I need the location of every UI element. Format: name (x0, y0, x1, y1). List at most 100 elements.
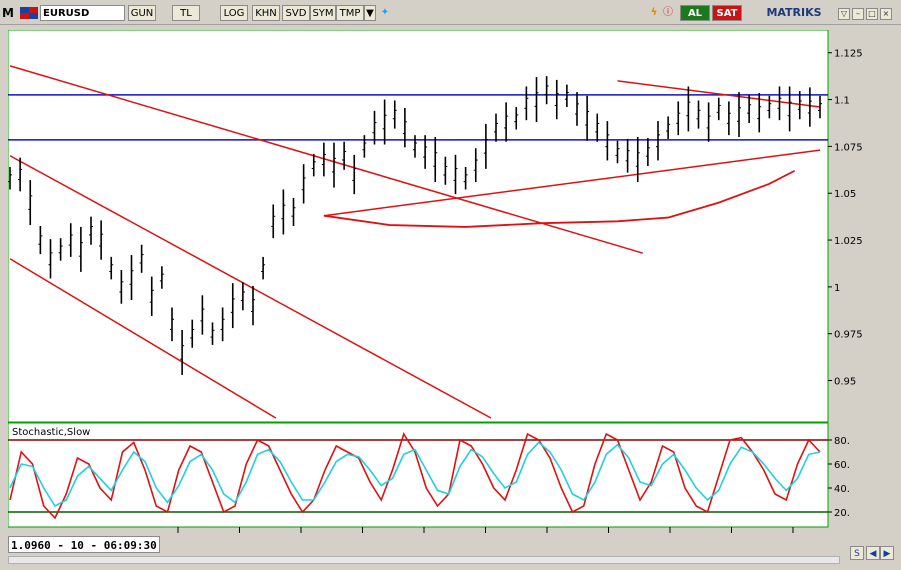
price-y-tick-label: 0.975 (834, 330, 863, 341)
price-y-tick-label: 1.075 (834, 142, 863, 153)
price-bar (372, 110, 377, 145)
price-bar (554, 79, 559, 120)
price-bar (595, 113, 600, 142)
price-bar (656, 121, 660, 161)
stoch-y-tick-label: 80. (834, 436, 850, 447)
price-bar (443, 156, 448, 185)
moving-average-line (323, 169, 796, 228)
price-bar (332, 142, 336, 188)
price-y-tick-label: 1.025 (834, 236, 863, 247)
price-bar (777, 86, 782, 121)
stoch-k-line (9, 432, 821, 520)
lightning-icon[interactable]: ϟ (650, 7, 658, 18)
price-bar (99, 220, 104, 260)
stoch-y-tick-label: 40. (834, 484, 850, 495)
trend-line-1 (9, 155, 492, 419)
price-bar (240, 282, 245, 311)
price-bar (726, 101, 731, 136)
price-bar (119, 270, 124, 304)
refresh-icon[interactable]: S (850, 546, 864, 560)
price-bar (494, 113, 498, 142)
buy-button[interactable]: AL (680, 5, 710, 21)
price-bar (706, 102, 711, 142)
price-bar (585, 95, 590, 141)
info-icon[interactable]: ⓘ (663, 7, 673, 18)
price-bar (251, 285, 255, 326)
log-button[interactable]: LOG (220, 5, 248, 21)
chart-area[interactable]: 1.1251.11.0751.051.02510.9750.9509/2210/… (7, 29, 890, 553)
eu-flag-icon (20, 7, 38, 19)
toolbar: M EURUSD GUN TL LOG KHN SVD SYM TMP ▼ ✦ … (0, 0, 901, 25)
price-y-tick-label: 1.125 (834, 49, 863, 60)
brand-logo: MATRIKS (766, 6, 822, 19)
gun-button[interactable]: GUN (128, 5, 156, 21)
sell-button[interactable]: SAT (712, 5, 742, 21)
collapse-icon[interactable]: ▽ (838, 8, 850, 20)
chart-svg[interactable]: 1.1251.11.0751.051.02510.9750.9509/2210/… (7, 29, 890, 553)
price-bar (68, 223, 73, 257)
price-bar (696, 100, 701, 129)
price-bar (170, 307, 174, 342)
scroll-left-icon[interactable]: ◀ (866, 546, 880, 560)
close-icon[interactable]: × (880, 8, 892, 20)
price-bar (413, 135, 417, 158)
price-bar (18, 157, 23, 192)
price-bar (787, 86, 792, 132)
stoch-y-tick-label: 20. (834, 508, 850, 519)
price-bar (89, 216, 93, 245)
price-bar (159, 266, 164, 289)
price-bar (149, 276, 154, 316)
symbol-field[interactable]: EURUSD (40, 5, 125, 21)
price-bar (514, 107, 519, 130)
price-y-tick-label: 1.1 (834, 96, 850, 107)
price-bar (807, 87, 812, 127)
price-bar (686, 86, 691, 132)
price-bar (311, 153, 316, 177)
price-y-tick-label: 1.05 (834, 189, 856, 200)
cursor-readout: 1.0960 - 10 - 06:09:30 (8, 536, 160, 553)
horizontal-scrollbar[interactable] (8, 556, 840, 564)
price-bar (605, 121, 610, 161)
price-bar (716, 97, 721, 121)
price-bar (625, 138, 630, 173)
price-bar (271, 204, 276, 239)
twitter-icon[interactable]: ✦ (380, 7, 390, 18)
price-bar (433, 137, 438, 182)
price-bar (321, 142, 326, 177)
tl-button[interactable]: TL (172, 5, 200, 21)
price-bar (382, 99, 387, 145)
scroll-right-icon[interactable]: ▶ (880, 546, 894, 560)
price-bar (423, 135, 428, 169)
svd-button[interactable]: SVD (282, 5, 310, 21)
price-bar (676, 101, 681, 136)
stoch-y-tick-label: 60. (834, 460, 850, 471)
price-bar (48, 239, 53, 279)
price-bar (453, 154, 458, 195)
price-bar (575, 92, 579, 126)
stoch-title: Stochastic,Slow (12, 427, 90, 438)
price-bar (291, 197, 296, 226)
price-bar (58, 238, 63, 261)
price-bar (767, 95, 772, 119)
minimize-icon[interactable]: – (852, 8, 864, 20)
trend-line-4 (617, 80, 821, 108)
price-bar (28, 180, 33, 226)
dropdown-icon[interactable]: ▼ (364, 5, 376, 21)
stoch-layer (8, 432, 828, 520)
stoch-d-line (9, 441, 821, 508)
price-bar (534, 77, 539, 123)
price-bar (635, 137, 640, 182)
price-bar (797, 91, 802, 120)
khn-button[interactable]: KHN (252, 5, 280, 21)
sym-button[interactable]: SYM (310, 5, 336, 21)
price-bar (180, 329, 185, 375)
price-bar (818, 95, 822, 119)
price-bar (200, 295, 205, 335)
price-bar (210, 322, 215, 345)
price-bar (473, 148, 478, 182)
price-bar (645, 137, 650, 167)
price-bar (190, 319, 195, 348)
tmp-button[interactable]: TMP (336, 5, 364, 21)
price-bar (666, 116, 671, 139)
maximize-icon[interactable]: □ (866, 8, 878, 20)
